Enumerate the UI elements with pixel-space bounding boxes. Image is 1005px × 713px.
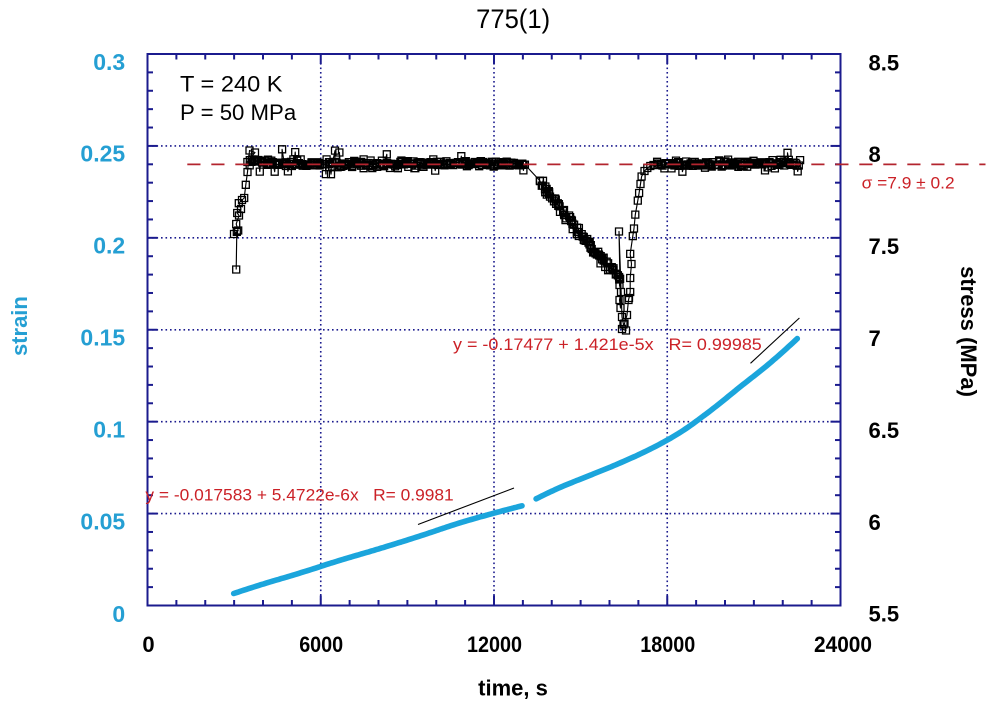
svg-text:stress (MPa): stress (MPa) bbox=[956, 266, 981, 397]
svg-text:0.1: 0.1 bbox=[93, 416, 125, 442]
svg-text:y = -0.017583 + 5.4722e-6x R: y = -0.017583 + 5.4722e-6x R= 0.9981 bbox=[145, 486, 453, 505]
svg-text:12000: 12000 bbox=[467, 632, 522, 657]
svg-text:7: 7 bbox=[869, 326, 881, 351]
svg-text:0.25: 0.25 bbox=[80, 141, 125, 167]
svg-text:18000: 18000 bbox=[640, 632, 695, 657]
svg-text:strain: strain bbox=[7, 296, 32, 356]
svg-text:24000: 24000 bbox=[814, 632, 872, 657]
svg-text:0.2: 0.2 bbox=[93, 233, 125, 259]
svg-text:σ =7.9 ± 0.2: σ =7.9 ± 0.2 bbox=[862, 173, 955, 192]
svg-text:time, s: time, s bbox=[478, 676, 548, 701]
svg-text:0.3: 0.3 bbox=[93, 49, 125, 75]
svg-text:T = 240 K: T = 240 K bbox=[180, 72, 283, 97]
svg-text:P = 50 MPa: P = 50 MPa bbox=[180, 100, 297, 125]
svg-text:6000: 6000 bbox=[299, 632, 343, 657]
svg-text:y = -0.17477 + 1.421e-5x R=: y = -0.17477 + 1.421e-5x R= 0.99985 bbox=[453, 335, 762, 354]
svg-text:775(1): 775(1) bbox=[476, 4, 550, 34]
svg-text:7.5: 7.5 bbox=[869, 234, 900, 259]
svg-text:0: 0 bbox=[142, 632, 154, 657]
svg-text:8.5: 8.5 bbox=[869, 50, 900, 75]
svg-text:5.5: 5.5 bbox=[869, 602, 900, 627]
svg-text:6.5: 6.5 bbox=[869, 418, 900, 443]
svg-text:6: 6 bbox=[869, 510, 881, 535]
svg-text:0.05: 0.05 bbox=[80, 508, 125, 534]
svg-text:0: 0 bbox=[112, 601, 125, 627]
svg-text:0.15: 0.15 bbox=[80, 325, 125, 351]
svg-text:8: 8 bbox=[869, 142, 881, 167]
